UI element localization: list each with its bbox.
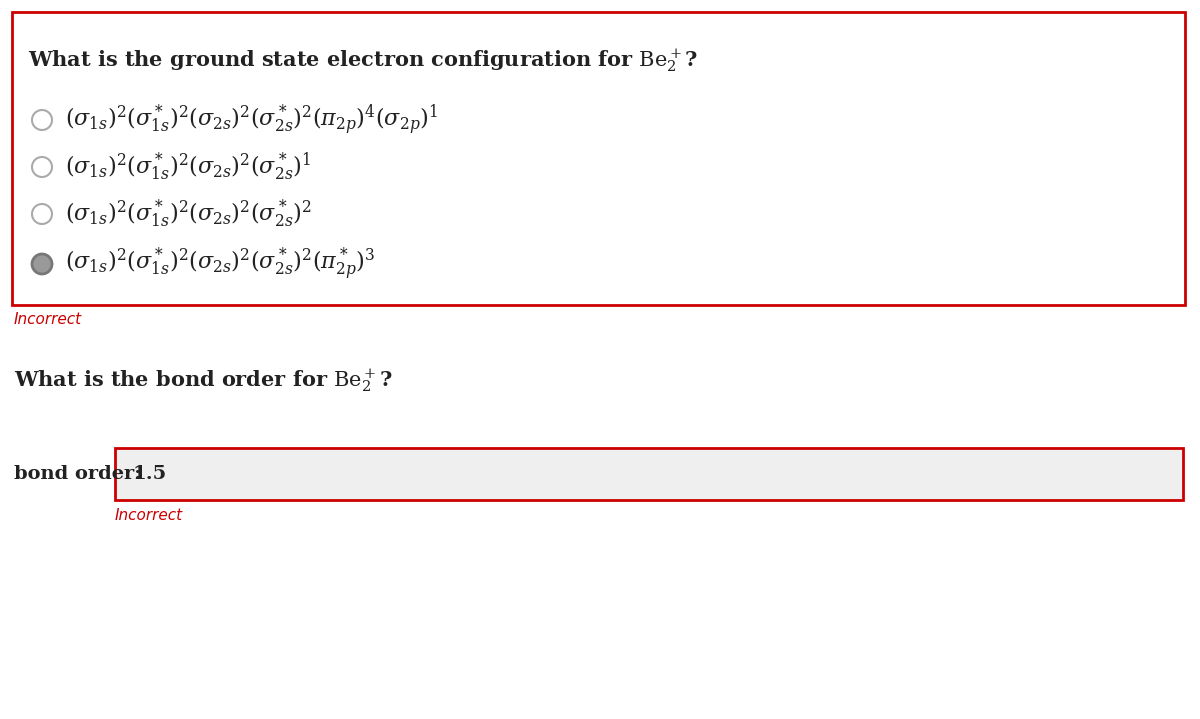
Text: $({\sigma}_{1s})^2({\sigma}_{1s}^*)^2({\sigma}_{2s})^2({\sigma}_{2s}^*)^2({\pi}_: $({\sigma}_{1s})^2({\sigma}_{1s}^*)^2({\… xyxy=(65,103,438,137)
Bar xyxy=(115,448,1183,500)
Text: What is the ground state electron configuration for $\mathrm{Be}_2^+$?: What is the ground state electron config… xyxy=(28,48,698,75)
Bar xyxy=(12,12,1186,305)
Text: $({\sigma}_{1s})^2({\sigma}_{1s}^*)^2({\sigma}_{2s})^2({\sigma}_{2s}^*)^2$: $({\sigma}_{1s})^2({\sigma}_{1s}^*)^2({\… xyxy=(65,198,312,230)
Text: 1.5: 1.5 xyxy=(133,465,167,483)
Text: bond order:: bond order: xyxy=(14,465,142,483)
Text: What is the bond order for $\mathrm{Be}_2^+$?: What is the bond order for $\mathrm{Be}_… xyxy=(14,368,392,395)
Circle shape xyxy=(32,254,52,274)
Text: Incorrect: Incorrect xyxy=(115,508,184,523)
Circle shape xyxy=(32,157,52,177)
Circle shape xyxy=(32,204,52,224)
Text: $({\sigma}_{1s})^2({\sigma}_{1s}^*)^2({\sigma}_{2s})^2({\sigma}_{2s}^*)^2({\pi}_: $({\sigma}_{1s})^2({\sigma}_{1s}^*)^2({\… xyxy=(65,245,376,283)
Text: Incorrect: Incorrect xyxy=(14,312,82,327)
Circle shape xyxy=(32,110,52,130)
Text: $({\sigma}_{1s})^2({\sigma}_{1s}^*)^2({\sigma}_{2s})^2({\sigma}_{2s}^*)^1$: $({\sigma}_{1s})^2({\sigma}_{1s}^*)^2({\… xyxy=(65,150,311,183)
